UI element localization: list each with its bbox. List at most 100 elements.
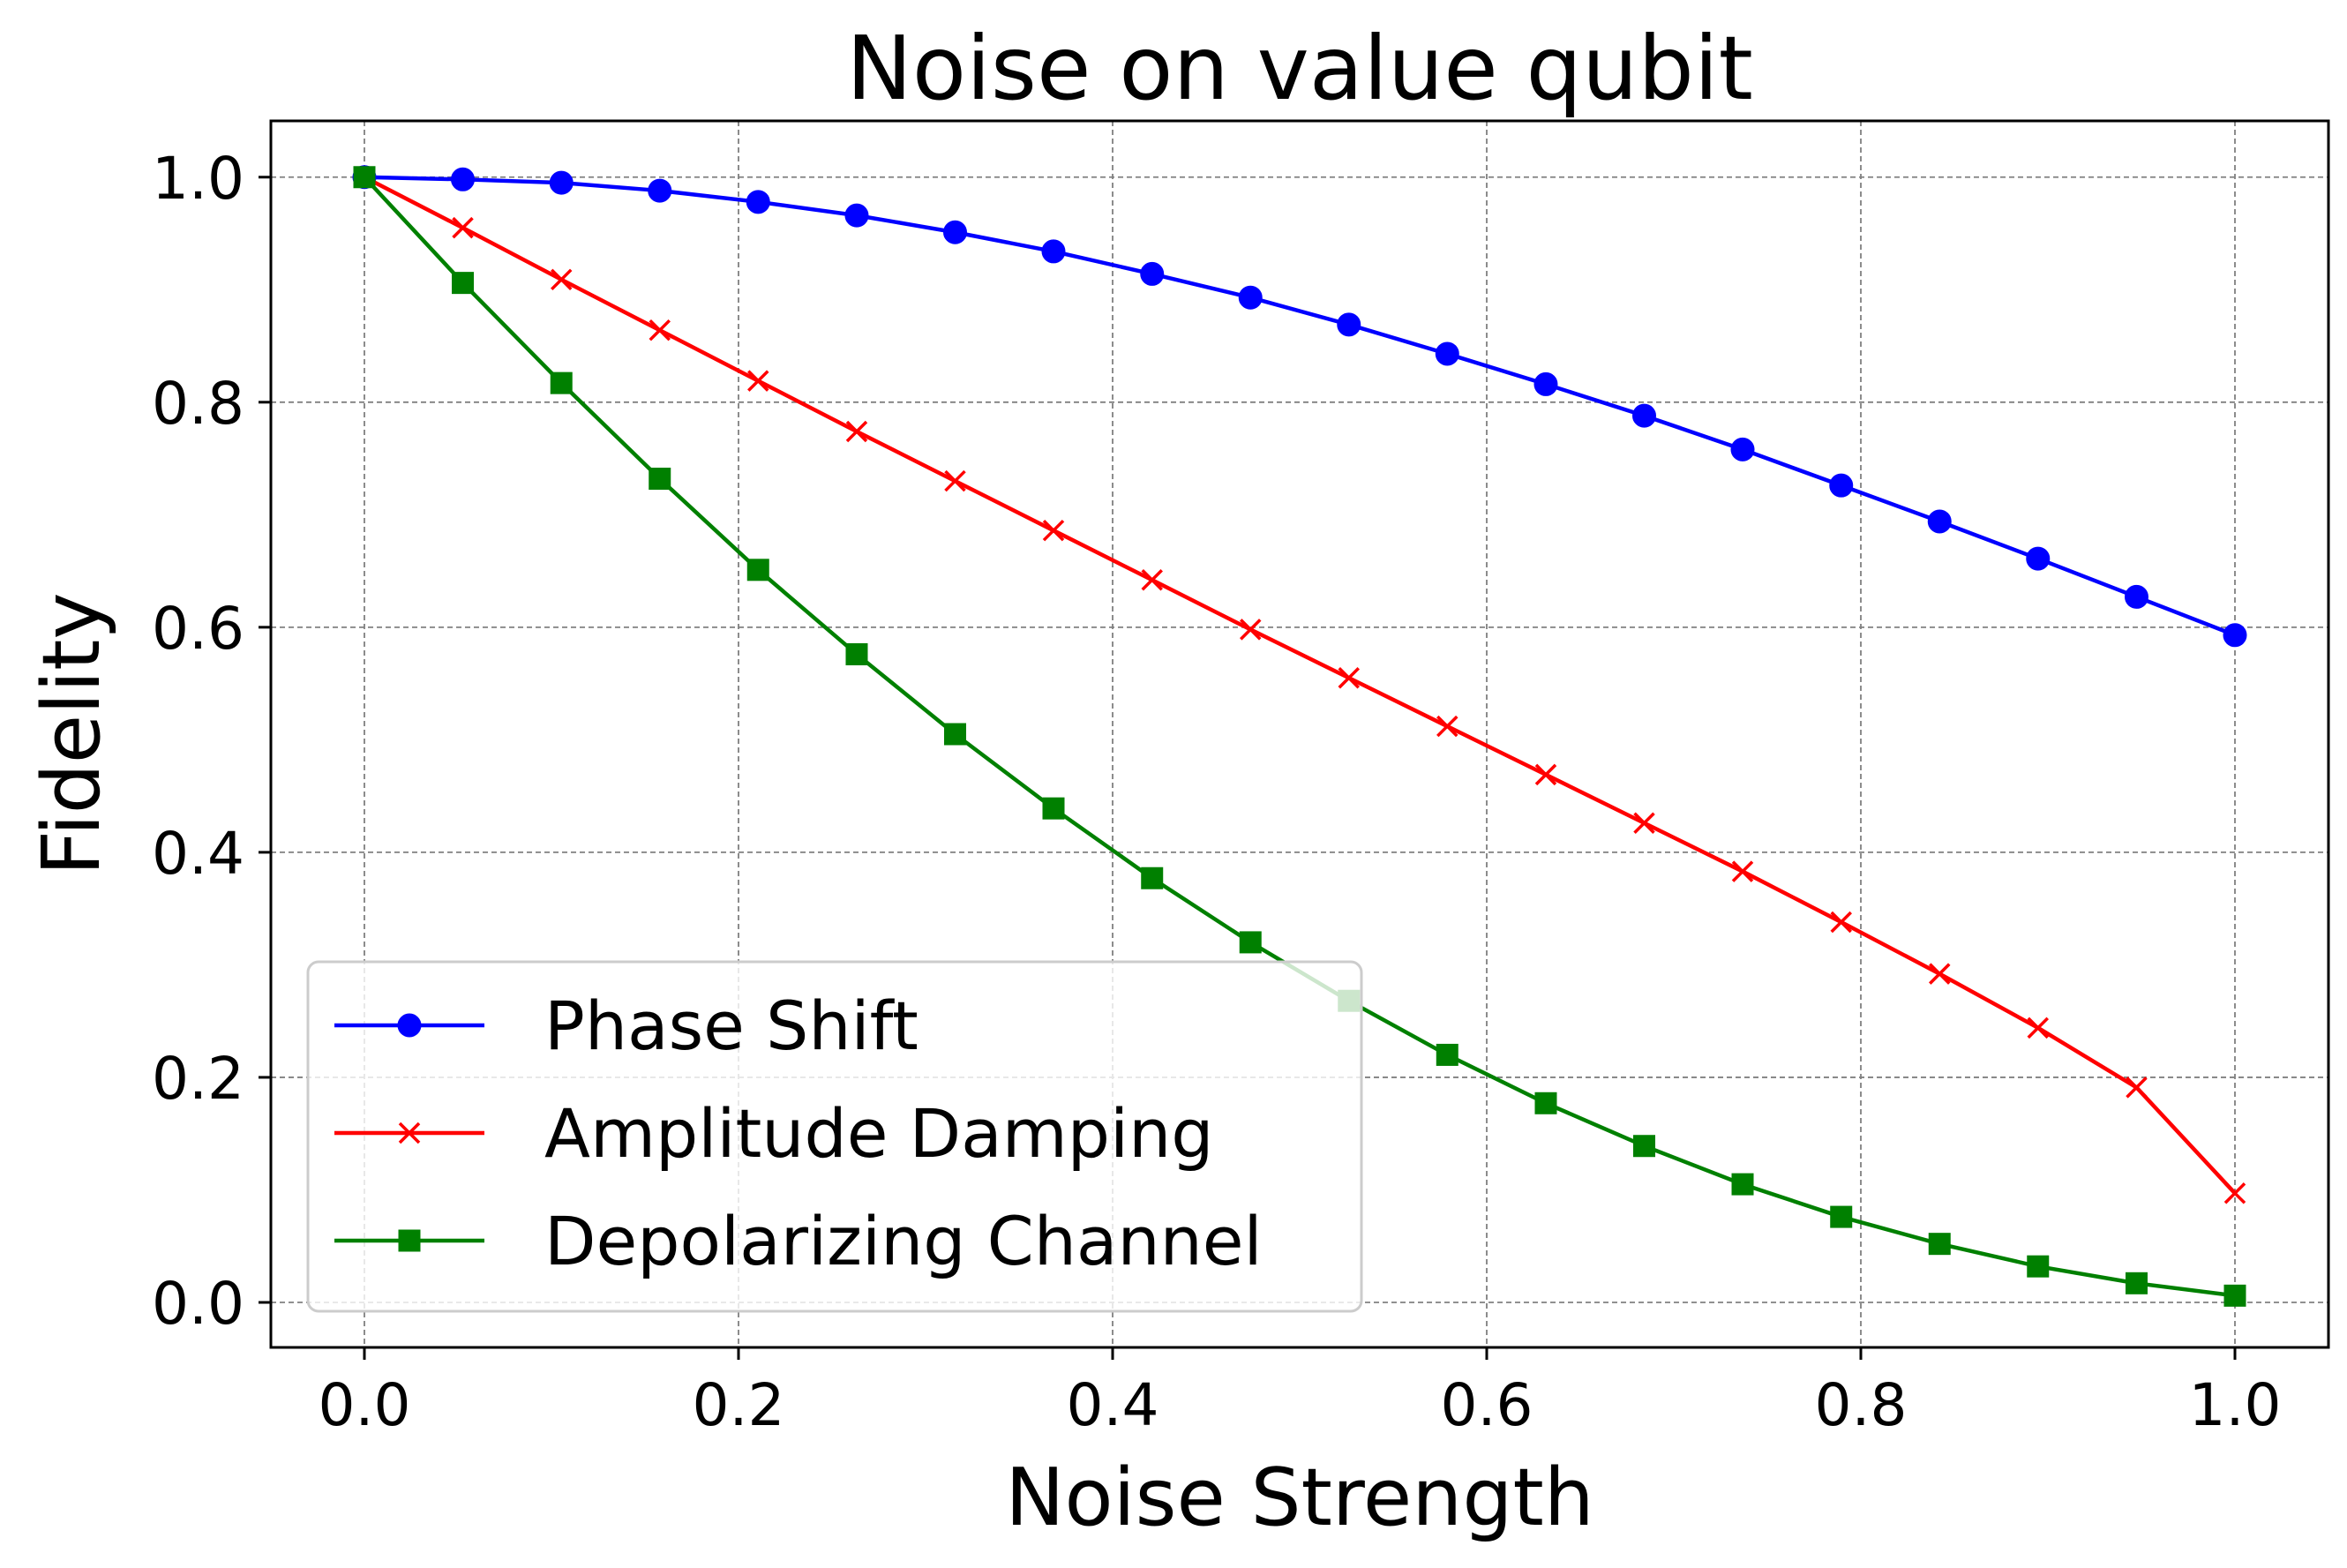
data-point-depolarizing-channel [550,371,573,394]
data-point-phase-shift [648,178,672,203]
x-marker-stroke [1830,911,1852,934]
x-marker-stroke [2027,1017,2050,1039]
x-marker-stroke [550,268,573,291]
data-point-phase-shift [746,190,770,214]
data-point-phase-shift [2026,546,2051,571]
x-marker-stroke [1633,812,1655,834]
legend-label: Phase Shift [544,987,919,1065]
legend-label: Depolarizing Channel [544,1202,1263,1280]
legend-swatch-marker [398,1122,421,1144]
data-point-amplitude-damping [1042,519,1065,542]
y-tick-label: 0.8 [152,370,244,438]
data-point-amplitude-damping [1436,715,1458,738]
x-marker-stroke [1141,569,1163,591]
x-marker-stroke [649,319,671,341]
data-point-amplitude-damping [1731,860,1754,882]
data-point-amplitude-damping [1534,763,1557,786]
x-marker-stroke [944,469,966,492]
x-marker-stroke [845,420,868,443]
x-marker-stroke [1731,860,1754,882]
x-tick-label: 0.0 [319,1371,411,1439]
y-tick-label: 0.0 [152,1270,244,1338]
data-point-amplitude-damping [2126,1077,2148,1099]
x-tick-label: 0.2 [693,1371,785,1439]
data-point-amplitude-damping [1240,619,1262,641]
data-point-phase-shift [942,220,967,244]
data-point-amplitude-damping [452,216,474,239]
x-marker-stroke [2223,1182,2246,1204]
data-point-amplitude-damping [944,469,966,492]
legend-swatch-marker [397,1013,422,1038]
series-phase-shift [352,165,2247,648]
data-point-amplitude-damping [2027,1017,2050,1039]
data-point-depolarizing-channel [2125,1272,2148,1294]
x-tick-label: 0.4 [1067,1371,1159,1439]
data-point-phase-shift [1829,473,1854,498]
data-point-amplitude-damping [845,420,868,443]
data-point-amplitude-damping [550,268,573,291]
data-point-phase-shift [1238,285,1263,310]
data-point-amplitude-damping [2223,1182,2246,1204]
data-point-amplitude-damping [1633,812,1655,834]
chart-title: Noise on value qubit [846,17,1753,120]
data-point-phase-shift [2124,584,2148,609]
x-tick-label: 1.0 [2189,1371,2282,1439]
x-axis-label: Noise Strength [1005,1452,1594,1544]
legend-item-phase-shift: Phase Shift [334,987,919,1065]
x-marker-stroke [1534,763,1557,786]
y-tick-label: 0.2 [152,1045,244,1113]
y-tick-label: 0.4 [152,820,244,888]
x-marker-stroke [1338,667,1360,689]
x-marker-stroke [1042,519,1065,542]
data-point-phase-shift [1533,371,1558,396]
data-point-depolarizing-channel [649,468,671,491]
data-point-phase-shift [451,167,476,191]
data-point-depolarizing-channel [2223,1284,2246,1307]
data-point-phase-shift [1632,403,1657,428]
legend-label: Amplitude Damping [544,1094,1214,1173]
data-point-phase-shift [2223,623,2247,648]
data-point-depolarizing-channel [943,723,966,746]
data-point-depolarizing-channel [1141,867,1164,889]
data-point-amplitude-damping [649,319,671,341]
data-point-phase-shift [1927,509,1952,534]
data-point-amplitude-damping [747,370,769,392]
data-point-phase-shift [1337,312,1361,337]
plot-frame [269,119,2330,1349]
x-marker-stroke [398,1122,421,1144]
x-marker-stroke [1240,619,1262,641]
data-point-phase-shift [1041,239,1066,264]
data-point-depolarizing-channel [1239,931,1262,954]
data-point-depolarizing-channel [1436,1043,1458,1066]
data-point-depolarizing-channel [1534,1092,1557,1114]
legend-swatch-marker [398,1229,421,1252]
data-point-depolarizing-channel [746,559,769,581]
data-point-amplitude-damping [1830,911,1852,934]
x-tick-label: 0.8 [1815,1371,1908,1439]
x-tick-label: 0.6 [1441,1371,1533,1439]
x-marker-stroke [1436,715,1458,738]
x-marker-stroke [452,216,474,239]
data-point-depolarizing-channel [1633,1135,1656,1158]
series-lines [352,165,2247,1307]
data-point-phase-shift [1140,261,1165,286]
legend-box [306,960,1363,1313]
data-point-depolarizing-channel [1731,1173,1754,1196]
x-marker-stroke [2126,1077,2148,1099]
data-point-depolarizing-channel [1830,1205,1853,1228]
x-marker-stroke [1929,963,1951,985]
data-point-depolarizing-channel [452,272,475,295]
y-tick-label: 1.0 [152,145,244,213]
data-point-amplitude-damping [1141,569,1163,591]
data-point-depolarizing-channel [845,642,868,665]
y-tick-label: 0.6 [152,595,244,663]
data-point-phase-shift [844,203,869,228]
series-line-amplitude-damping [363,175,2237,1195]
data-point-depolarizing-channel [1928,1233,1951,1256]
legend-item-amplitude-damping: Amplitude Damping [334,1094,1214,1173]
axis-ticks: 0.0 0.2 0.4 0.6 0.8 1.0 0.0 0.2 0.4 0.6 0.8 1.0 [152,145,2281,1439]
series-line-phase-shift [364,175,2236,637]
legend: Phase Shift Amplitude Damping Depolarizing… [306,960,1363,1313]
